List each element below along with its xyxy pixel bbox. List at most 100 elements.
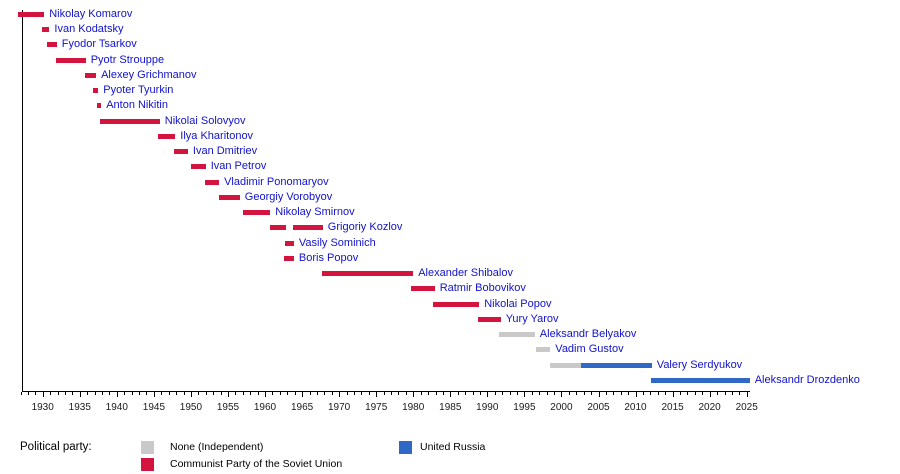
person-name-link[interactable]: Ivan Petrov — [210, 160, 267, 172]
x-axis-minor-tick — [72, 392, 74, 395]
person-name-link[interactable]: Vladimir Ponomaryov — [224, 176, 329, 188]
person-name-link[interactable]: Fyodor Tsarkov — [61, 38, 137, 50]
x-axis-minor-tick — [457, 392, 459, 395]
x-axis-minor-tick — [420, 392, 422, 395]
x-axis-minor-tick — [205, 392, 207, 395]
x-axis-minor-tick — [583, 392, 585, 395]
legend-swatch-cpsu — [141, 458, 154, 471]
person-name-link[interactable]: Nikolay Smirnov — [275, 206, 355, 218]
term-bar — [18, 12, 45, 17]
x-axis-major-tick — [561, 392, 563, 397]
x-axis-minor-tick — [279, 392, 281, 395]
x-axis-minor-tick — [657, 392, 659, 395]
x-axis-minor-tick — [546, 392, 548, 395]
x-axis-minor-tick — [87, 392, 89, 395]
x-axis-tick-label: 1930 — [31, 402, 54, 413]
person-name-link[interactable]: Grigoriy Kozlov — [327, 221, 403, 233]
term-bar — [284, 256, 294, 261]
x-axis-minor-tick — [139, 392, 140, 395]
person-name-link[interactable]: Anton Nikitin — [106, 99, 168, 111]
person-name-link[interactable]: Nikolay Komarov — [49, 8, 133, 20]
person-name-link[interactable]: Pyoter Tyurkin — [103, 84, 174, 96]
x-axis-minor-tick — [576, 392, 578, 395]
x-axis-minor-tick — [287, 392, 289, 395]
person-name-link[interactable]: Ivan Dmitriev — [192, 145, 258, 157]
x-axis-minor-tick — [680, 392, 681, 395]
x-axis-minor-tick — [109, 392, 111, 395]
x-axis-minor-tick — [687, 392, 689, 395]
term-bar — [581, 363, 652, 368]
person-name-link[interactable]: Vasily Sominich — [298, 237, 376, 249]
x-axis-minor-tick — [554, 392, 555, 395]
term-bar — [411, 286, 435, 291]
person-name-link[interactable]: Yury Yarov — [505, 313, 559, 325]
term-bar — [536, 347, 551, 352]
x-axis-major-tick — [42, 392, 44, 397]
x-axis-minor-tick — [176, 392, 178, 395]
x-axis-tick-label: 1960 — [253, 402, 277, 413]
term-bar — [99, 119, 160, 124]
legend-label-cpsu: Communist Party of the Soviet Union — [170, 458, 343, 470]
term-bar — [219, 195, 240, 200]
term-bar — [293, 225, 323, 230]
x-axis-minor-tick — [361, 392, 363, 395]
person-name-link[interactable]: Nikolai Popov — [484, 298, 552, 310]
x-axis-minor-tick — [272, 392, 274, 395]
x-axis-minor-tick — [57, 392, 59, 395]
x-axis-major-tick — [302, 392, 304, 397]
x-axis-minor-tick — [213, 392, 215, 395]
person-name-link[interactable]: Aleksandr Belyakov — [539, 328, 637, 340]
x-axis-major-tick — [487, 392, 489, 397]
x-axis-minor-tick — [391, 392, 392, 395]
term-bar — [285, 241, 294, 246]
term-bar — [270, 225, 286, 230]
x-axis-minor-tick — [435, 392, 437, 395]
x-axis-tick-label: 1975 — [365, 402, 388, 413]
x-axis-tick-label: 1945 — [142, 402, 166, 413]
x-axis-minor-tick — [479, 392, 481, 395]
term-bar — [550, 363, 582, 368]
person-name-link[interactable]: Pyotr Strouppe — [90, 54, 165, 66]
x-axis-minor-tick — [146, 392, 148, 395]
x-axis-major-tick — [598, 392, 600, 397]
person-name-link[interactable]: Georgiy Vorobyov — [244, 191, 333, 203]
x-axis-minor-tick — [643, 392, 644, 395]
term-bar — [477, 317, 501, 322]
x-axis-minor-tick — [613, 392, 615, 395]
person-name-link[interactable]: Alexey Grichmanov — [101, 69, 197, 81]
person-name-link[interactable]: Boris Popov — [298, 252, 359, 264]
x-axis-minor-tick — [35, 392, 37, 395]
term-bar — [322, 271, 414, 276]
person-name-link[interactable]: Alexander Shibalov — [418, 267, 513, 279]
x-axis-minor-tick — [620, 392, 622, 395]
person-name-link[interactable]: Vadim Gustov — [555, 343, 624, 355]
person-name-link[interactable]: Ratmir Bobovikov — [439, 282, 526, 294]
person-name-link[interactable]: Ilya Kharitonov — [180, 130, 254, 142]
x-axis-minor-tick — [316, 392, 318, 395]
x-axis-major-tick — [339, 392, 341, 397]
person-name-link[interactable]: Aleksandr Drozdenko — [754, 374, 860, 386]
x-axis-tick-label: 1970 — [327, 402, 351, 413]
term-bar — [433, 302, 480, 307]
y-axis-spine — [22, 10, 23, 392]
x-axis-major-tick — [524, 392, 526, 397]
x-axis-major-tick — [190, 392, 192, 397]
legend-swatch-united-russia — [399, 441, 412, 454]
x-axis-tick-label: 1980 — [402, 402, 425, 413]
x-axis-major-tick — [376, 392, 378, 397]
person-name-link[interactable]: Valery Serdyukov — [656, 359, 743, 371]
x-axis-minor-tick — [531, 392, 533, 395]
x-axis-major-tick — [709, 392, 711, 397]
x-axis-minor-tick — [472, 392, 474, 395]
legend-swatch-independent — [141, 441, 154, 454]
x-axis-minor-tick — [717, 392, 719, 395]
x-axis-minor-tick — [442, 392, 444, 395]
person-name-link[interactable]: Nikolai Solovyov — [164, 115, 246, 127]
x-axis-minor-tick — [628, 392, 630, 395]
x-axis-minor-tick — [665, 392, 667, 395]
term-bar — [84, 73, 96, 78]
term-bar — [205, 180, 220, 185]
person-name-link[interactable]: Ivan Kodatsky — [54, 23, 124, 35]
x-axis-minor-tick — [509, 392, 511, 395]
